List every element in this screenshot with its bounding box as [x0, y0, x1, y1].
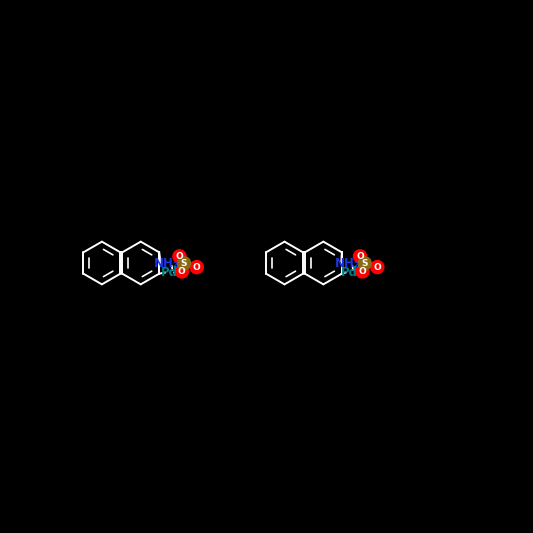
Text: Pd: Pd: [160, 266, 177, 279]
Text: O: O: [359, 267, 366, 276]
Circle shape: [371, 261, 384, 273]
Circle shape: [190, 261, 203, 273]
Text: NH₂: NH₂: [155, 257, 180, 270]
Circle shape: [356, 265, 369, 278]
Text: O: O: [193, 263, 200, 272]
Text: S: S: [181, 259, 188, 268]
Text: O: O: [176, 252, 183, 261]
Circle shape: [173, 250, 186, 263]
Text: Pd: Pd: [341, 266, 358, 279]
Text: O: O: [178, 267, 185, 276]
Text: O: O: [374, 263, 381, 272]
Text: NH₂: NH₂: [335, 257, 360, 270]
Text: O: O: [356, 252, 364, 261]
Circle shape: [353, 250, 367, 263]
Circle shape: [358, 257, 372, 270]
Circle shape: [175, 265, 188, 278]
Text: S: S: [361, 259, 368, 268]
Circle shape: [177, 257, 191, 270]
